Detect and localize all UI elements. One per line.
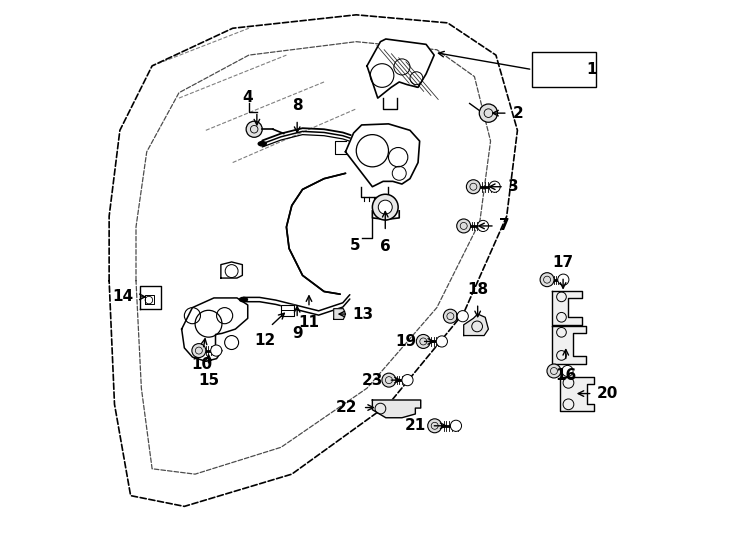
Polygon shape	[281, 305, 294, 316]
Polygon shape	[221, 262, 242, 278]
Polygon shape	[464, 314, 488, 335]
Circle shape	[477, 220, 489, 232]
Circle shape	[451, 420, 462, 431]
Circle shape	[457, 219, 470, 233]
Polygon shape	[367, 39, 434, 98]
Bar	[532, 52, 596, 87]
Text: 19: 19	[396, 334, 416, 349]
Ellipse shape	[239, 298, 247, 302]
Polygon shape	[140, 286, 161, 309]
Text: 15: 15	[198, 373, 219, 388]
Text: 16: 16	[555, 368, 576, 383]
Text: 12: 12	[254, 333, 275, 348]
Text: 8: 8	[292, 98, 302, 113]
Polygon shape	[553, 292, 582, 325]
Circle shape	[479, 104, 498, 122]
Circle shape	[443, 309, 457, 323]
Text: 18: 18	[467, 282, 488, 297]
Ellipse shape	[258, 141, 266, 146]
Text: 23: 23	[362, 373, 383, 388]
Text: 2: 2	[513, 106, 524, 120]
Circle shape	[489, 181, 501, 192]
Text: 4: 4	[242, 90, 253, 105]
Text: 1: 1	[586, 62, 597, 77]
Text: 10: 10	[191, 357, 212, 372]
Text: 22: 22	[336, 400, 357, 415]
Text: 17: 17	[553, 255, 574, 270]
Circle shape	[211, 345, 222, 356]
Polygon shape	[560, 377, 594, 411]
Polygon shape	[181, 298, 248, 361]
Polygon shape	[346, 124, 420, 187]
Circle shape	[547, 364, 561, 378]
Circle shape	[457, 310, 468, 322]
Circle shape	[558, 274, 569, 285]
Text: 14: 14	[113, 289, 134, 305]
Text: 11: 11	[299, 315, 319, 330]
Polygon shape	[553, 326, 586, 364]
Text: 6: 6	[380, 239, 390, 254]
Circle shape	[416, 334, 430, 348]
Text: 20: 20	[597, 386, 618, 401]
Text: 13: 13	[352, 307, 374, 321]
Polygon shape	[372, 400, 421, 418]
Circle shape	[372, 194, 398, 220]
Circle shape	[436, 336, 448, 347]
Circle shape	[192, 343, 206, 357]
Circle shape	[562, 366, 573, 376]
Text: 3: 3	[508, 179, 519, 194]
Circle shape	[466, 180, 480, 194]
Polygon shape	[334, 309, 346, 320]
Text: 5: 5	[350, 238, 360, 253]
Circle shape	[428, 419, 442, 433]
Circle shape	[402, 375, 413, 386]
Circle shape	[540, 273, 554, 287]
Text: 7: 7	[499, 219, 510, 233]
Circle shape	[246, 121, 262, 137]
Text: 21: 21	[405, 418, 426, 433]
Text: 9: 9	[292, 326, 302, 341]
Circle shape	[382, 373, 396, 387]
Circle shape	[378, 200, 392, 214]
